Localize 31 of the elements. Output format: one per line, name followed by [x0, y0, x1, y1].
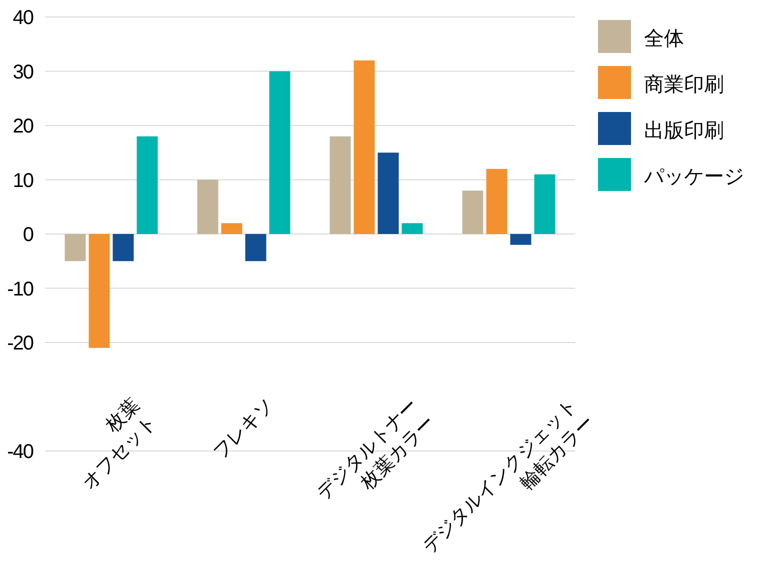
legend-label: 全体: [644, 28, 684, 50]
y-tick-label: -10: [7, 278, 34, 300]
y-tick-label: 30: [12, 61, 34, 84]
y-tick-label: 40: [12, 7, 34, 29]
legend-label: 出版印刷: [644, 120, 724, 142]
bar: [378, 152, 399, 234]
bar: [330, 136, 351, 234]
x-tick-label: フレキソ: [209, 394, 278, 464]
bar: [462, 190, 484, 234]
bar: [112, 234, 134, 262]
legend-label: パッケージ: [643, 166, 744, 188]
x-tick-label: デジタルトナー 枚葉カラー: [313, 394, 440, 504]
legend-label: 商業印刷: [644, 74, 724, 96]
bar: [354, 60, 375, 234]
bar: [221, 223, 242, 234]
bar: [269, 71, 290, 234]
bar: [510, 234, 532, 245]
bar: [64, 234, 86, 262]
y-tick-label: -40: [7, 441, 34, 463]
bar: [534, 174, 556, 234]
bar: [88, 234, 110, 348]
bar: [136, 136, 158, 234]
y-tick-label: 20: [12, 116, 34, 138]
y-tick-label: 0: [22, 224, 34, 246]
bar: [402, 223, 423, 234]
bar: [197, 180, 218, 234]
x-tick-label: 枚葉 オフセット: [78, 394, 161, 494]
bar: [486, 168, 508, 234]
y-tick-label: -20: [7, 332, 34, 354]
y-tick-label: 10: [12, 170, 34, 192]
bar: [245, 234, 266, 262]
